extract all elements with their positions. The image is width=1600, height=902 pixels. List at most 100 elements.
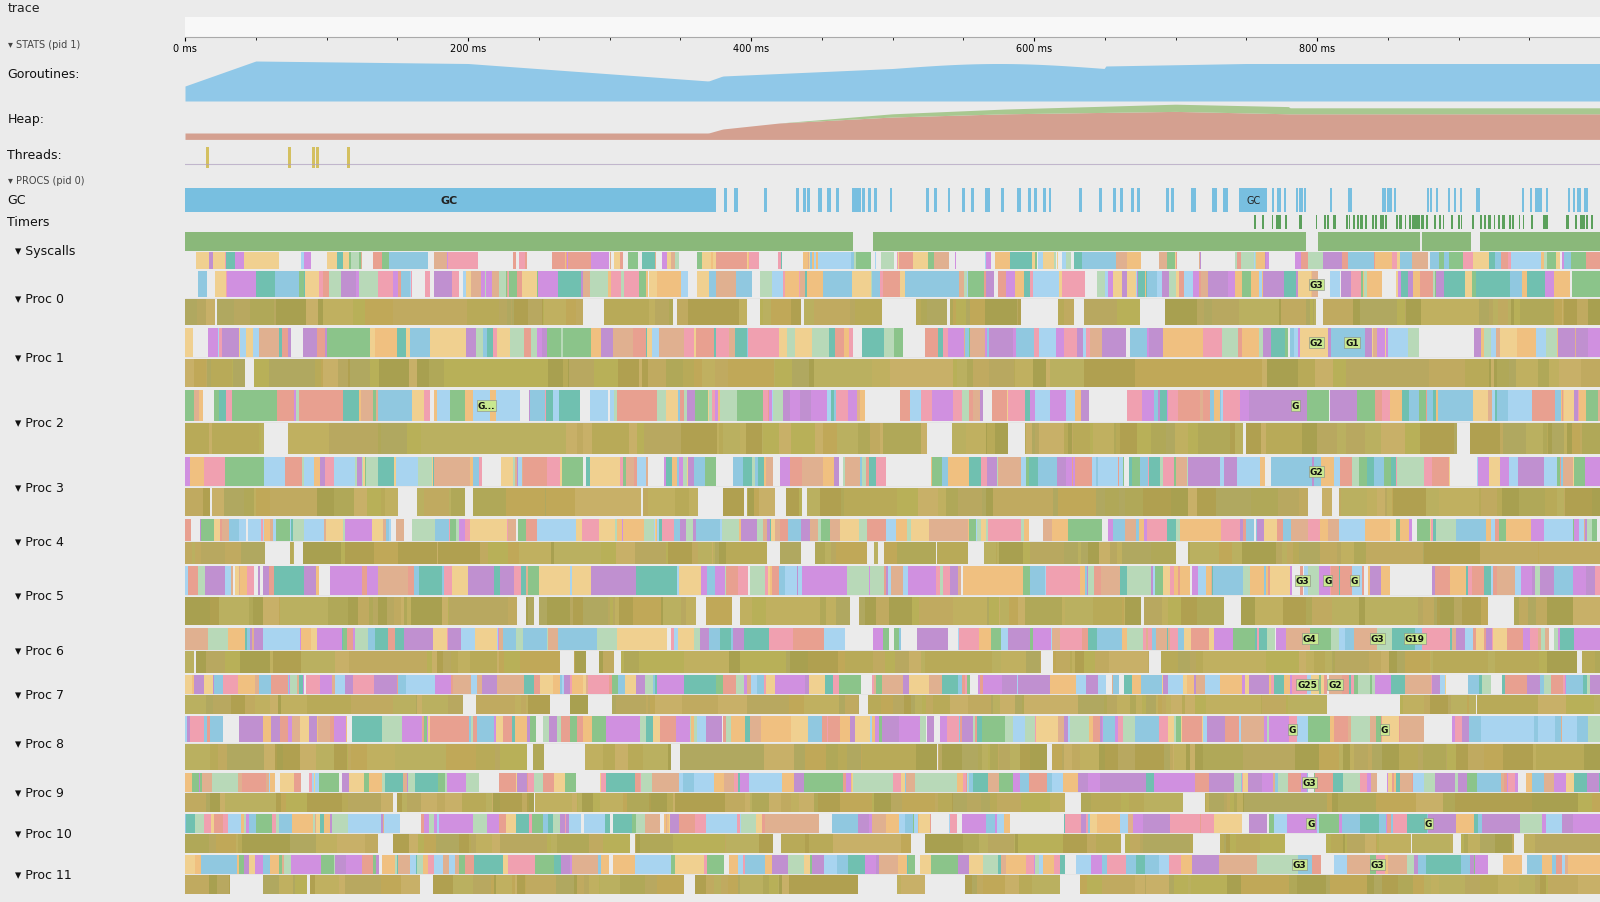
Text: trace: trace (8, 3, 40, 15)
Bar (669, 542, 691, 564)
Bar (302, 329, 317, 357)
Bar (1222, 391, 1240, 422)
Bar (1021, 520, 1024, 541)
Bar (1462, 597, 1482, 625)
Bar (280, 773, 293, 792)
Bar (1122, 629, 1126, 649)
Bar (1310, 629, 1325, 649)
Bar (693, 520, 696, 541)
Bar (1568, 216, 1570, 230)
Bar (1504, 773, 1507, 792)
Bar (1450, 253, 1462, 270)
Bar (270, 716, 280, 742)
Bar (742, 855, 746, 874)
Bar (1443, 216, 1445, 230)
Bar (1490, 253, 1496, 270)
Bar (1381, 651, 1389, 673)
Bar (296, 875, 307, 894)
Bar (694, 359, 702, 388)
Bar (1203, 233, 1205, 252)
Bar (1198, 272, 1200, 298)
Bar (773, 566, 779, 595)
Bar (232, 695, 245, 714)
Bar (448, 597, 509, 625)
Bar (341, 272, 357, 298)
Bar (717, 424, 720, 455)
Bar (1461, 834, 1464, 852)
Bar (954, 391, 962, 422)
Bar (1162, 651, 1178, 673)
Bar (1165, 855, 1170, 874)
Bar (322, 424, 328, 455)
Bar (934, 189, 936, 213)
Bar (206, 148, 210, 169)
Bar (1130, 695, 1136, 714)
Bar (1120, 189, 1123, 213)
Bar (352, 716, 382, 742)
Bar (1195, 695, 1205, 714)
Bar (450, 855, 456, 874)
Bar (512, 716, 515, 742)
Bar (357, 773, 365, 792)
Text: Goroutines:: Goroutines: (8, 68, 80, 81)
Bar (598, 520, 606, 541)
Bar (1592, 520, 1597, 541)
Bar (674, 520, 680, 541)
Bar (1466, 359, 1490, 388)
Text: ▾ Proc 0: ▾ Proc 0 (14, 292, 64, 306)
Bar (582, 520, 598, 541)
Bar (739, 520, 741, 541)
Bar (1298, 359, 1315, 388)
Bar (290, 834, 317, 852)
Bar (1574, 520, 1579, 541)
Bar (499, 793, 522, 812)
Bar (1018, 675, 1022, 694)
Bar (203, 675, 213, 694)
Bar (782, 391, 790, 422)
Bar (736, 675, 744, 694)
Bar (451, 675, 453, 694)
Bar (394, 834, 410, 852)
Bar (1509, 359, 1515, 388)
Text: GC: GC (442, 196, 458, 206)
Bar (1454, 793, 1533, 812)
Bar (1563, 253, 1571, 270)
Bar (506, 814, 517, 833)
Bar (1539, 189, 1541, 213)
Bar (994, 695, 1000, 714)
Bar (987, 424, 995, 455)
Bar (1333, 716, 1349, 742)
Bar (814, 253, 816, 270)
Bar (566, 299, 576, 326)
Bar (1422, 233, 1424, 252)
Bar (1061, 855, 1066, 874)
Bar (1118, 744, 1134, 770)
Bar (784, 520, 787, 541)
Bar (1413, 875, 1424, 894)
Bar (1422, 744, 1446, 770)
Bar (334, 457, 355, 486)
Bar (584, 875, 589, 894)
Bar (408, 566, 414, 595)
Bar (1176, 716, 1181, 742)
Bar (1586, 520, 1587, 541)
Bar (1058, 716, 1064, 742)
Bar (205, 457, 226, 486)
Bar (1326, 875, 1330, 894)
Bar (1242, 675, 1245, 694)
Bar (536, 793, 573, 812)
Bar (1120, 424, 1138, 455)
Bar (1502, 744, 1533, 770)
Bar (971, 189, 974, 213)
Bar (1400, 272, 1408, 298)
Bar (1091, 457, 1096, 486)
Bar (261, 520, 264, 541)
Bar (1352, 457, 1360, 486)
Bar (331, 566, 334, 595)
Bar (515, 233, 538, 252)
Bar (698, 253, 702, 270)
Bar (1405, 424, 1421, 455)
Bar (642, 359, 648, 388)
Bar (1200, 629, 1208, 649)
Bar (707, 855, 725, 874)
